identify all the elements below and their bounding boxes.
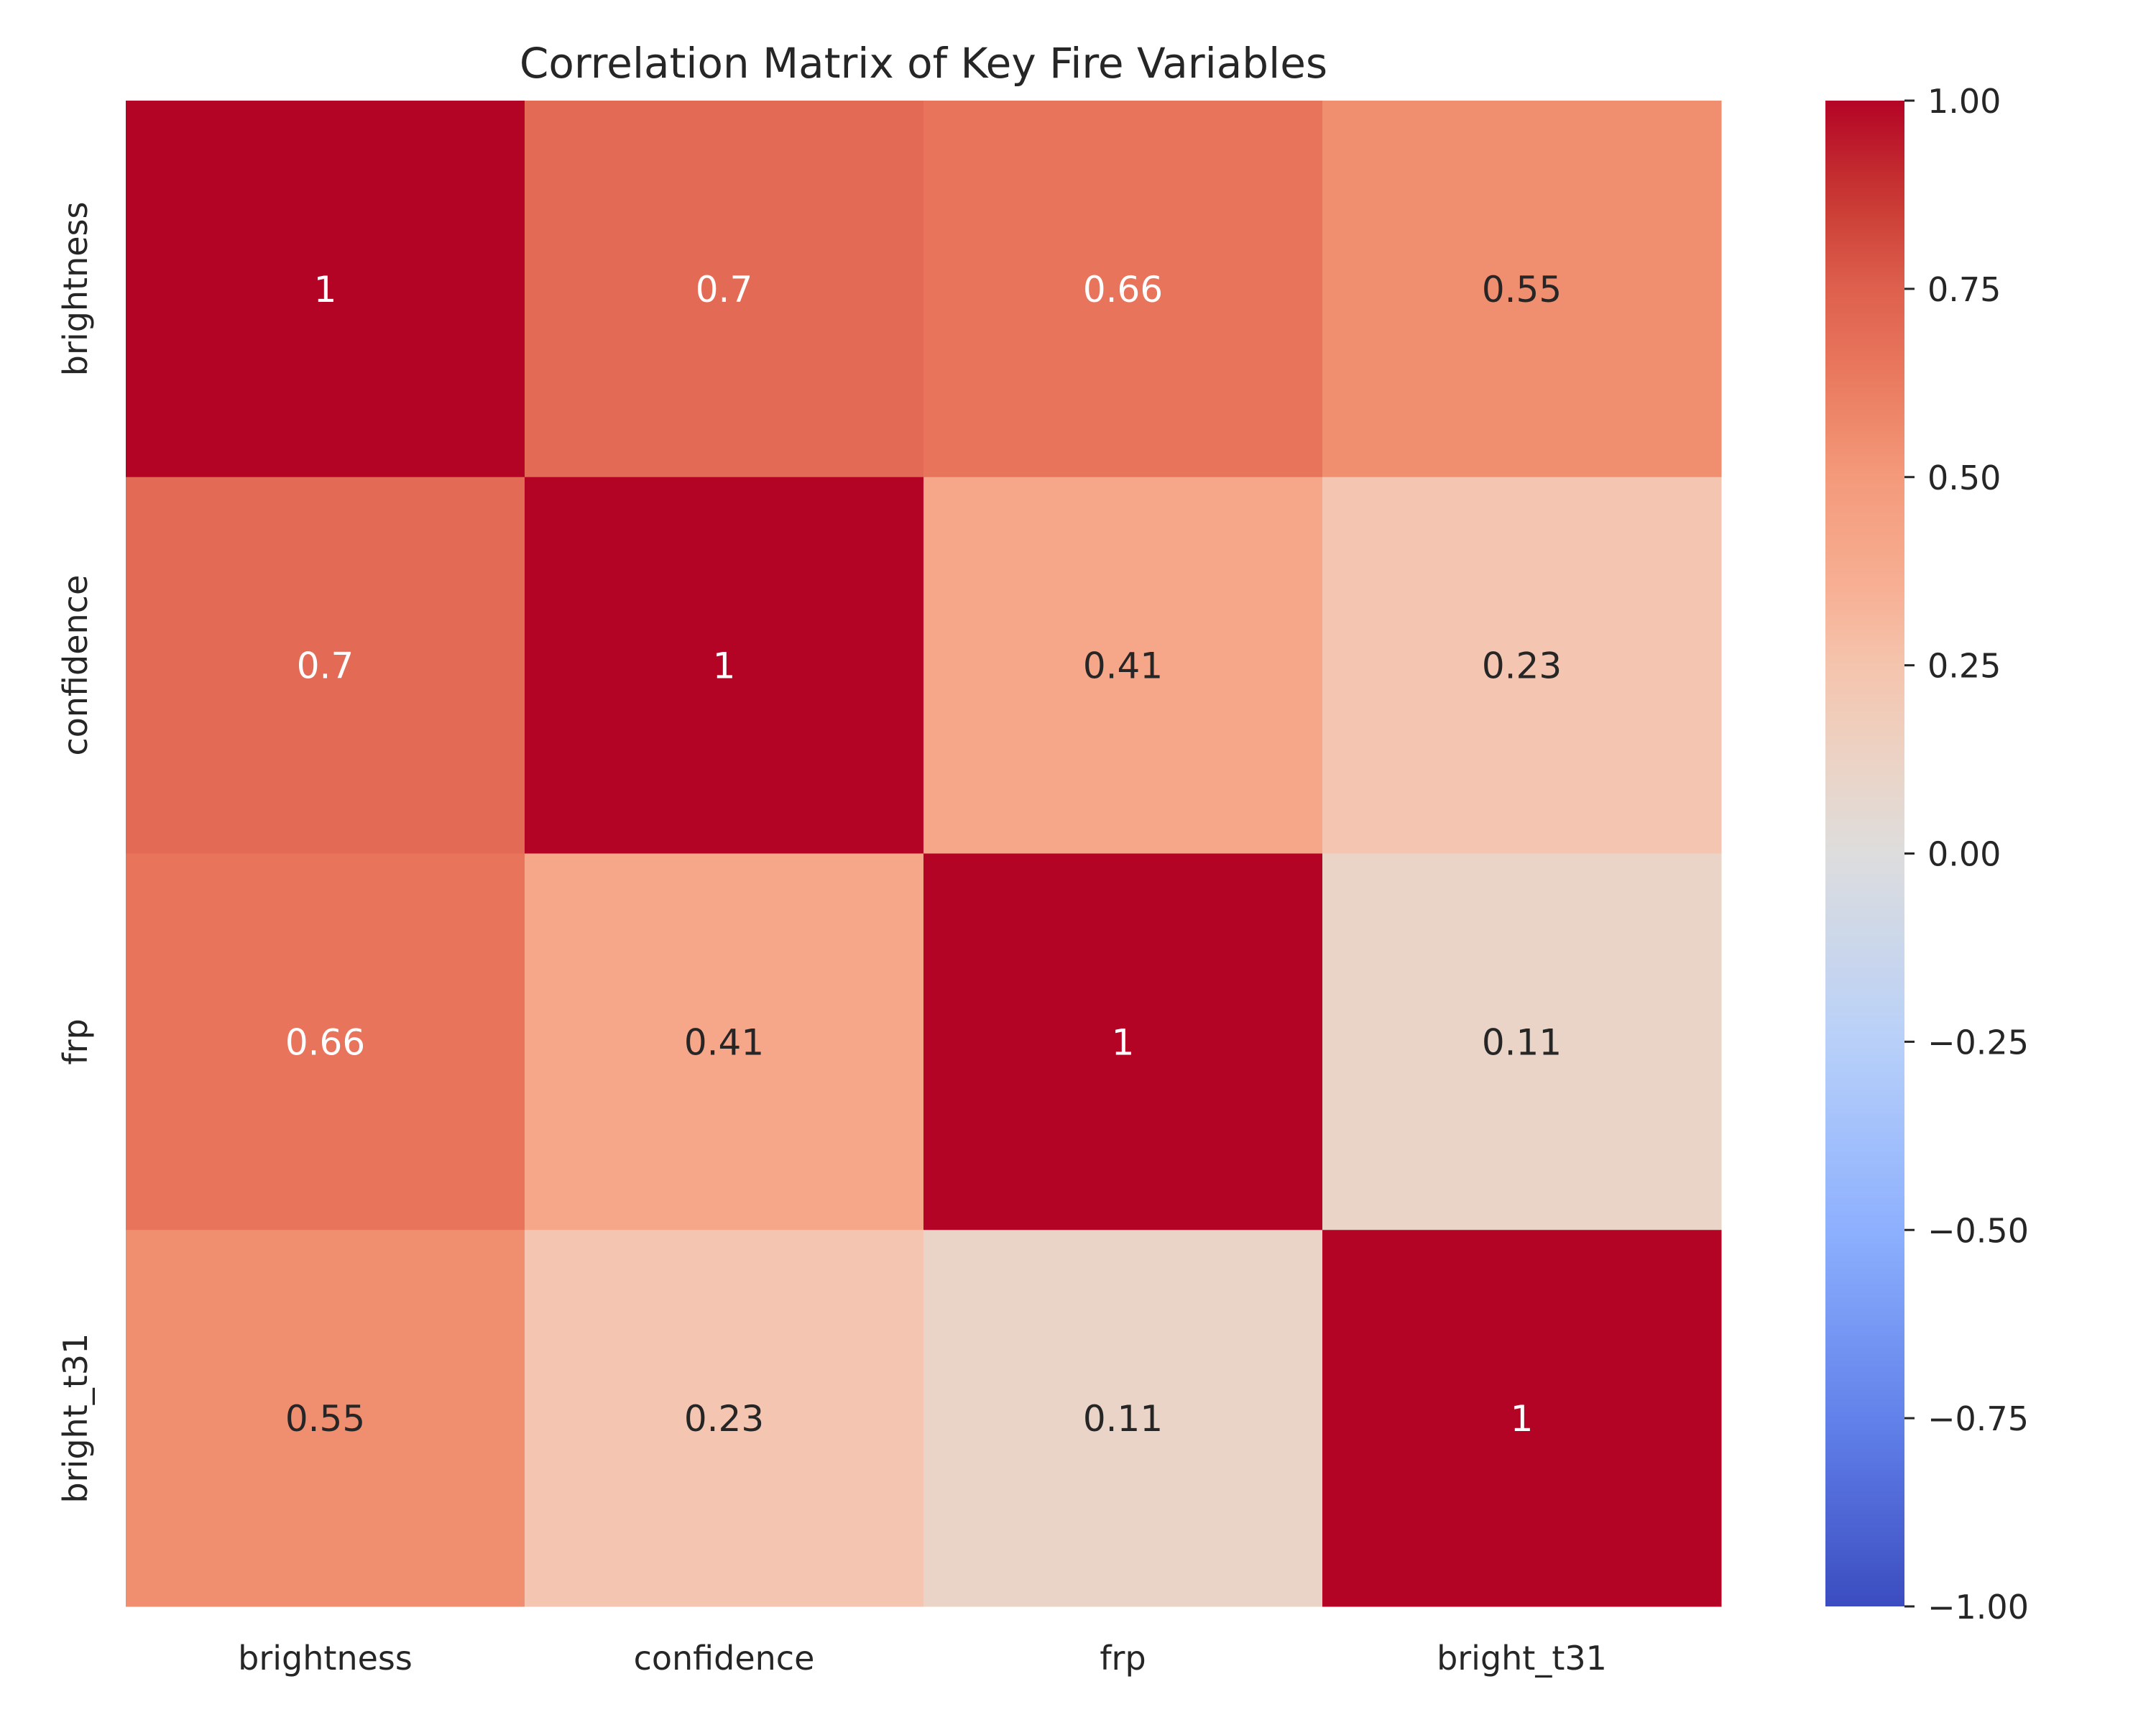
heatmap-cell: [126, 101, 525, 478]
heatmap-cell: [126, 477, 525, 854]
x-tick-label: bright_t31: [1437, 1639, 1607, 1678]
y-tick-label: confidence: [56, 575, 95, 756]
colorbar-tick-label: 0.00: [1927, 835, 2001, 874]
chart-title: Correlation Matrix of Key Fire Variables: [520, 39, 1327, 88]
cell-annotation: 0.66: [1083, 269, 1163, 310]
x-axis-tick-labels: brightness confidence frp bright_t31: [238, 1639, 1607, 1678]
heatmap-cell: [923, 477, 1323, 854]
cell-annotation: 1: [1511, 1398, 1534, 1440]
y-tick-label: brightness: [56, 202, 95, 377]
cell-annotation: 0.23: [684, 1398, 764, 1440]
y-tick-label: frp: [56, 1018, 95, 1064]
y-tick-label: bright_t31: [56, 1333, 95, 1504]
colorbar-ticks: 1.00 0.75 0.50 0.25 0.00 −0.25 −0.50 −0.75 −1.00: [1904, 82, 2029, 1627]
colorbar-tick-label: −0.75: [1927, 1399, 2029, 1438]
heatmap-cell: [126, 853, 525, 1230]
cell-annotation: 0.66: [285, 1021, 365, 1063]
heatmap-cell: [126, 1230, 525, 1607]
heatmap-cell: [525, 853, 924, 1230]
heatmap-cells: [126, 101, 1722, 1607]
cell-annotation: 1: [713, 645, 736, 687]
cell-annotation: 0.7: [696, 269, 753, 310]
colorbar-tick-label: 0.50: [1927, 459, 2001, 497]
colorbar-tick-label: 1.00: [1927, 82, 2001, 121]
heatmap-cell: [923, 853, 1323, 1230]
cell-annotation: 0.7: [297, 645, 354, 687]
heatmap-cell: [525, 101, 924, 478]
heatmap-cell: [1322, 1230, 1722, 1607]
heatmap-cell: [1322, 477, 1722, 854]
cell-annotations: 1 0.7 0.66 0.55 0.7 1 0.41 0.23 0.66 0.41 1 0.11 0.5…: [285, 269, 1562, 1440]
heatmap-cell: [525, 1230, 924, 1607]
x-tick-label: brightness: [238, 1639, 413, 1678]
cell-annotation: 0.23: [1482, 645, 1562, 687]
cell-annotation: 0.55: [285, 1398, 365, 1440]
y-axis-tick-labels: brightness confidence frp bright_t31: [56, 202, 95, 1504]
colorbar-tick-label: 0.75: [1927, 270, 2001, 309]
colorbar-tick-label: −0.50: [1927, 1211, 2029, 1250]
colorbar-tick-label: 0.25: [1927, 647, 2001, 686]
heatmap-cell: [525, 477, 924, 854]
heatmap-cell: [1322, 853, 1722, 1230]
colorbar-tick-label: −1.00: [1927, 1588, 2029, 1627]
cell-annotation: 0.55: [1482, 269, 1562, 310]
colorbar-tick-label: −0.25: [1927, 1023, 2029, 1062]
heatmap-cell: [923, 101, 1323, 478]
cell-annotation: 0.41: [1083, 645, 1163, 687]
cell-annotation: 0.11: [1482, 1021, 1562, 1063]
cell-annotation: 0.41: [684, 1021, 764, 1063]
heatmap-cell: [923, 1230, 1323, 1607]
colorbar-gradient: [1825, 101, 1904, 1606]
x-tick-label: confidence: [634, 1639, 815, 1678]
cell-annotation: 1: [1112, 1021, 1135, 1063]
colorbar: 1.00 0.75 0.50 0.25 0.00 −0.25 −0.50 −0.75 −1.00: [1825, 82, 2029, 1627]
heatmap-cell: [1322, 101, 1722, 478]
cell-annotation: 1: [314, 269, 337, 310]
cell-annotation: 0.11: [1083, 1398, 1163, 1440]
x-tick-label: frp: [1100, 1639, 1146, 1678]
